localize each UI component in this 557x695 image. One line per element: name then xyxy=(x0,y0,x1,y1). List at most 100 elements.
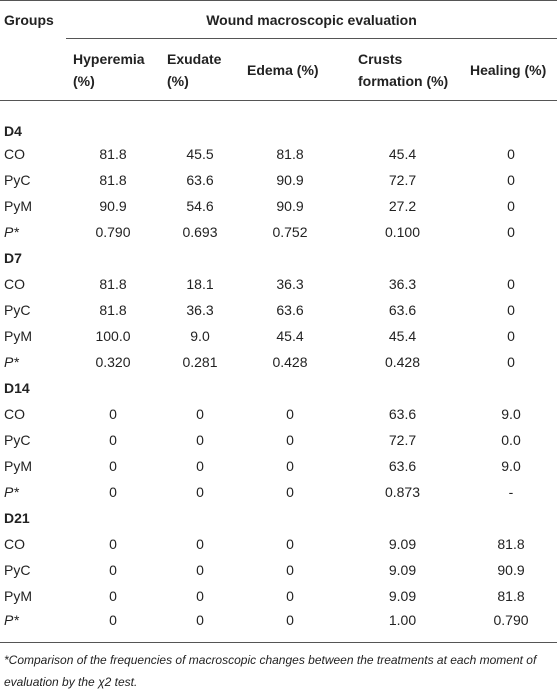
subheader-row: Hyperemia (%) Exudate (%) Edema (%) Crusts … xyxy=(0,38,557,101)
value-cell: 0 xyxy=(507,328,515,344)
group-cell: PyM xyxy=(4,458,32,474)
group-cell: PyM xyxy=(4,328,32,344)
section-label: D7 xyxy=(4,250,22,266)
value-cell: 0 xyxy=(196,536,204,552)
value-cell: 100.0 xyxy=(95,328,131,344)
value-cell: 63.6 xyxy=(388,302,417,318)
value-cell: 45.5 xyxy=(186,146,214,162)
value-cell: 81.8 xyxy=(99,146,127,162)
value-cell: 0 xyxy=(196,484,204,500)
groups-header: Groups xyxy=(4,11,54,28)
value-cell: 0.281 xyxy=(182,354,218,370)
data-row: CO 81.8 18.1 36.3 36.3 0 xyxy=(0,271,557,297)
value-cell: 0.693 xyxy=(182,224,218,240)
value-cell: 0 xyxy=(507,354,515,370)
section-label: D4 xyxy=(4,123,22,139)
value-cell: 63.6 xyxy=(276,302,304,318)
value-cell: 81.8 xyxy=(497,588,525,604)
group-cell: PyM xyxy=(4,588,32,604)
value-cell: 0 xyxy=(286,458,294,474)
value-cell: 0.428 xyxy=(384,354,421,370)
column-header: Hyperemia (%) xyxy=(66,38,160,101)
group-cell: PyC xyxy=(4,562,31,578)
value-cell: 0 xyxy=(286,588,294,604)
value-cell: 27.2 xyxy=(388,198,417,214)
value-cell: 9.09 xyxy=(388,536,417,552)
data-row: CO 81.8 45.5 81.8 45.4 0 xyxy=(0,141,557,167)
column-header: Healing (%) xyxy=(465,38,557,101)
value-cell: 0 xyxy=(196,432,204,448)
value-cell: 81.8 xyxy=(99,302,127,318)
value-cell: 36.3 xyxy=(186,302,214,318)
value-cell: 54.6 xyxy=(186,198,214,214)
span-header: Wound macroscopic evaluation xyxy=(66,0,557,39)
value-cell: 90.9 xyxy=(497,562,525,578)
value-cell: 81.8 xyxy=(99,172,127,188)
data-row: PyC 0 0 0 72.7 0.0 xyxy=(0,427,557,453)
value-cell: - xyxy=(508,484,514,500)
data-row: P* 0 0 0 0.873 - xyxy=(0,479,557,505)
value-cell: 0 xyxy=(286,432,294,448)
value-cell: 0 xyxy=(240,609,340,643)
value-cell: 63.6 xyxy=(388,458,417,474)
group-cell: PyC xyxy=(4,302,31,318)
value-cell: 81.8 xyxy=(276,146,304,162)
value-cell: 0 xyxy=(507,302,515,318)
value-cell: 9.09 xyxy=(388,562,417,578)
data-row: PyM 100.0 9.0 45.4 45.4 0 xyxy=(0,323,557,349)
value-cell: 0.752 xyxy=(272,224,308,240)
group-cell: P* xyxy=(0,609,66,643)
value-cell: 0 xyxy=(160,609,240,643)
value-cell: 0 xyxy=(109,432,117,448)
group-cell: P* xyxy=(4,484,19,500)
data-row: PyC 81.8 63.6 90.9 72.7 0 xyxy=(0,167,557,193)
group-cell: CO xyxy=(4,536,25,552)
value-cell: 0 xyxy=(196,458,204,474)
group-cell: P* xyxy=(4,354,19,370)
value-cell: 0 xyxy=(109,458,117,474)
value-cell: 63.6 xyxy=(186,172,214,188)
group-cell: PyM xyxy=(4,198,32,214)
value-cell: 0 xyxy=(507,224,515,240)
column-header: Edema (%) xyxy=(240,38,340,101)
column-header: Exudate (%) xyxy=(160,38,240,101)
value-cell: 0 xyxy=(66,609,160,643)
value-cell: 0 xyxy=(196,588,204,604)
value-cell: 0.0 xyxy=(501,432,521,448)
value-cell: 36.3 xyxy=(388,276,417,292)
value-cell: 0 xyxy=(286,562,294,578)
value-cell: 0.100 xyxy=(384,224,421,240)
data-row: P* 0.790 0.693 0.752 0.100 0 xyxy=(0,219,557,245)
value-cell: 90.9 xyxy=(99,198,127,214)
data-row: PyC 81.8 36.3 63.6 63.6 0 xyxy=(0,297,557,323)
value-cell: 9.0 xyxy=(501,458,521,474)
section-label: D21 xyxy=(4,510,30,526)
value-cell: 0 xyxy=(507,146,515,162)
value-cell: 81.8 xyxy=(99,276,127,292)
data-row: PyM 0 0 0 9.09 81.8 xyxy=(0,583,557,609)
value-cell: 0 xyxy=(196,406,204,422)
value-cell: 45.4 xyxy=(388,328,417,344)
data-row: PyM 0 0 0 63.6 9.0 xyxy=(0,453,557,479)
section-row: D21 xyxy=(0,505,557,531)
data-row: PyC 0 0 0 9.09 90.9 xyxy=(0,557,557,583)
group-cell: PyC xyxy=(4,432,31,448)
group-cell: P* xyxy=(4,224,19,240)
group-cell: CO xyxy=(4,146,25,162)
group-cell: PyC xyxy=(4,172,31,188)
value-cell: 0 xyxy=(286,536,294,552)
group-cell: CO xyxy=(4,276,25,292)
value-cell: 18.1 xyxy=(186,276,214,292)
value-cell: 0.873 xyxy=(384,484,421,500)
value-cell: 0 xyxy=(109,406,117,422)
value-cell: 0.428 xyxy=(272,354,308,370)
value-cell: 90.9 xyxy=(276,198,304,214)
value-cell: 0.790 xyxy=(95,224,131,240)
value-cell: 0 xyxy=(286,484,294,500)
value-cell: 1.00 xyxy=(340,609,465,643)
footnote: *Comparison of the frequencies of macros… xyxy=(4,653,537,689)
section-label: D14 xyxy=(4,380,30,396)
value-cell: 0 xyxy=(109,484,117,500)
value-cell: 90.9 xyxy=(276,172,304,188)
